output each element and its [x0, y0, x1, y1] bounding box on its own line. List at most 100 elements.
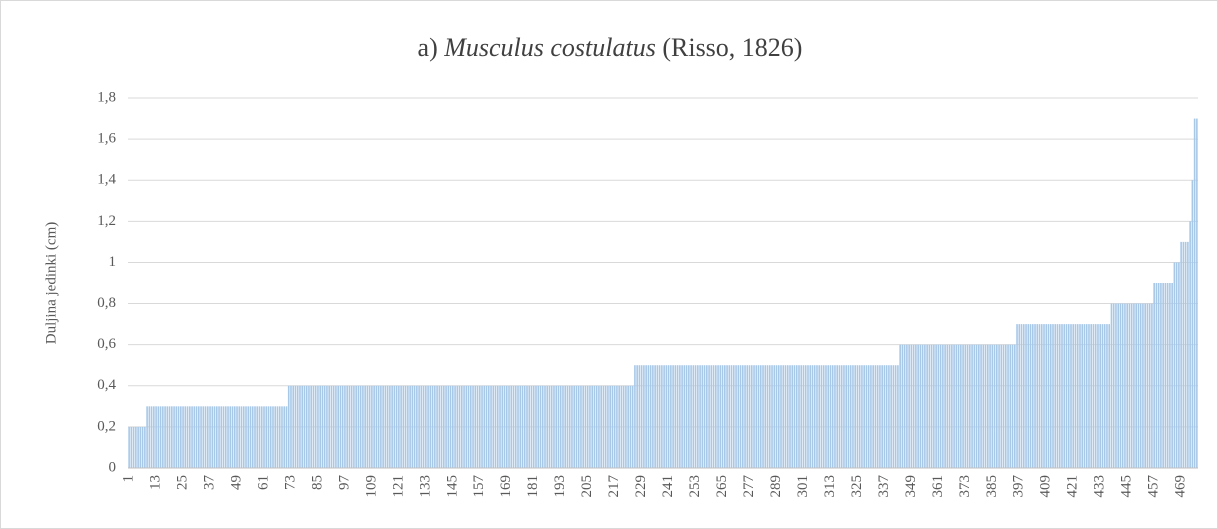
- bar: [218, 406, 220, 468]
- bar: [917, 344, 919, 468]
- bar: [222, 406, 225, 468]
- bar: [953, 344, 955, 468]
- bar: [1180, 241, 1182, 468]
- bar: [296, 385, 299, 468]
- bar: [180, 406, 182, 468]
- bar: [544, 385, 546, 468]
- bar: [512, 385, 515, 468]
- bar: [670, 365, 672, 468]
- bar: [231, 406, 234, 468]
- bar: [164, 406, 166, 468]
- bar: [348, 385, 351, 468]
- bar: [1139, 303, 1142, 468]
- bar: [1088, 324, 1090, 468]
- bar: [144, 426, 146, 468]
- bar: [393, 385, 396, 468]
- bar: [411, 385, 414, 468]
- bar: [658, 365, 661, 468]
- bar: [195, 406, 198, 468]
- bar: [191, 406, 193, 468]
- bar: [1146, 303, 1149, 468]
- bar: [708, 365, 710, 468]
- bar: [586, 385, 589, 468]
- bar: [582, 385, 585, 468]
- bar: [263, 406, 265, 468]
- x-tick-label: 97: [336, 475, 352, 491]
- bar: [802, 365, 805, 468]
- y-tick-label: 0,8: [97, 295, 116, 311]
- bar: [894, 365, 897, 468]
- bar: [478, 385, 481, 468]
- bar: [1076, 324, 1079, 468]
- bar: [240, 406, 243, 468]
- bar: [427, 385, 429, 468]
- bar: [281, 406, 283, 468]
- bar: [856, 365, 859, 468]
- y-tick-label: 0,6: [97, 336, 116, 352]
- bar: [580, 385, 582, 468]
- bar: [969, 344, 971, 468]
- bar: [1153, 283, 1155, 468]
- bar: [1135, 303, 1137, 468]
- bar: [532, 385, 535, 468]
- bar: [890, 365, 892, 468]
- x-tick-label: 313: [822, 475, 838, 498]
- bar: [186, 406, 189, 468]
- bar: [425, 385, 427, 468]
- bar: [434, 385, 436, 468]
- bar: [236, 406, 238, 468]
- bar: [364, 385, 366, 468]
- bar: [242, 406, 245, 468]
- bar: [589, 385, 591, 468]
- bar: [1043, 324, 1045, 468]
- bar: [703, 365, 706, 468]
- bar: [487, 385, 490, 468]
- bar: [215, 406, 218, 468]
- bar: [213, 406, 216, 468]
- bar: [337, 385, 339, 468]
- bar: [1108, 324, 1111, 468]
- bar: [710, 365, 713, 468]
- bar: [768, 365, 771, 468]
- x-tick-label: 289: [768, 475, 784, 498]
- x-tick-label: 433: [1092, 475, 1108, 498]
- bar: [640, 365, 643, 468]
- bar: [1124, 303, 1126, 468]
- bar: [993, 344, 996, 468]
- bar: [141, 426, 144, 468]
- x-tick-label: 277: [741, 475, 757, 498]
- bar: [566, 385, 569, 468]
- bar: [177, 406, 180, 468]
- bar: [1160, 283, 1162, 468]
- bar: [793, 365, 796, 468]
- bar: [321, 385, 324, 468]
- bar: [674, 365, 677, 468]
- bar: [162, 406, 164, 468]
- bar: [344, 385, 346, 468]
- bar: [1049, 324, 1052, 468]
- bar: [901, 344, 904, 468]
- bar: [1004, 344, 1007, 468]
- bar: [577, 385, 580, 468]
- bar: [881, 365, 883, 468]
- bar: [380, 385, 382, 468]
- bar: [481, 385, 483, 468]
- bar: [418, 385, 420, 468]
- bar: [706, 365, 708, 468]
- bar: [1045, 324, 1048, 468]
- bar: [1110, 303, 1113, 468]
- bar: [155, 406, 157, 468]
- bar: [679, 365, 681, 468]
- bar: [290, 385, 292, 468]
- bar: [1137, 303, 1140, 468]
- bar: [1103, 324, 1106, 468]
- bar: [461, 385, 463, 468]
- bar: [996, 344, 998, 468]
- bar: [283, 406, 286, 468]
- bar: [1000, 344, 1003, 468]
- bar: [206, 406, 209, 468]
- bar: [285, 406, 288, 468]
- bar: [431, 385, 434, 468]
- bar: [476, 385, 479, 468]
- bar: [1020, 324, 1023, 468]
